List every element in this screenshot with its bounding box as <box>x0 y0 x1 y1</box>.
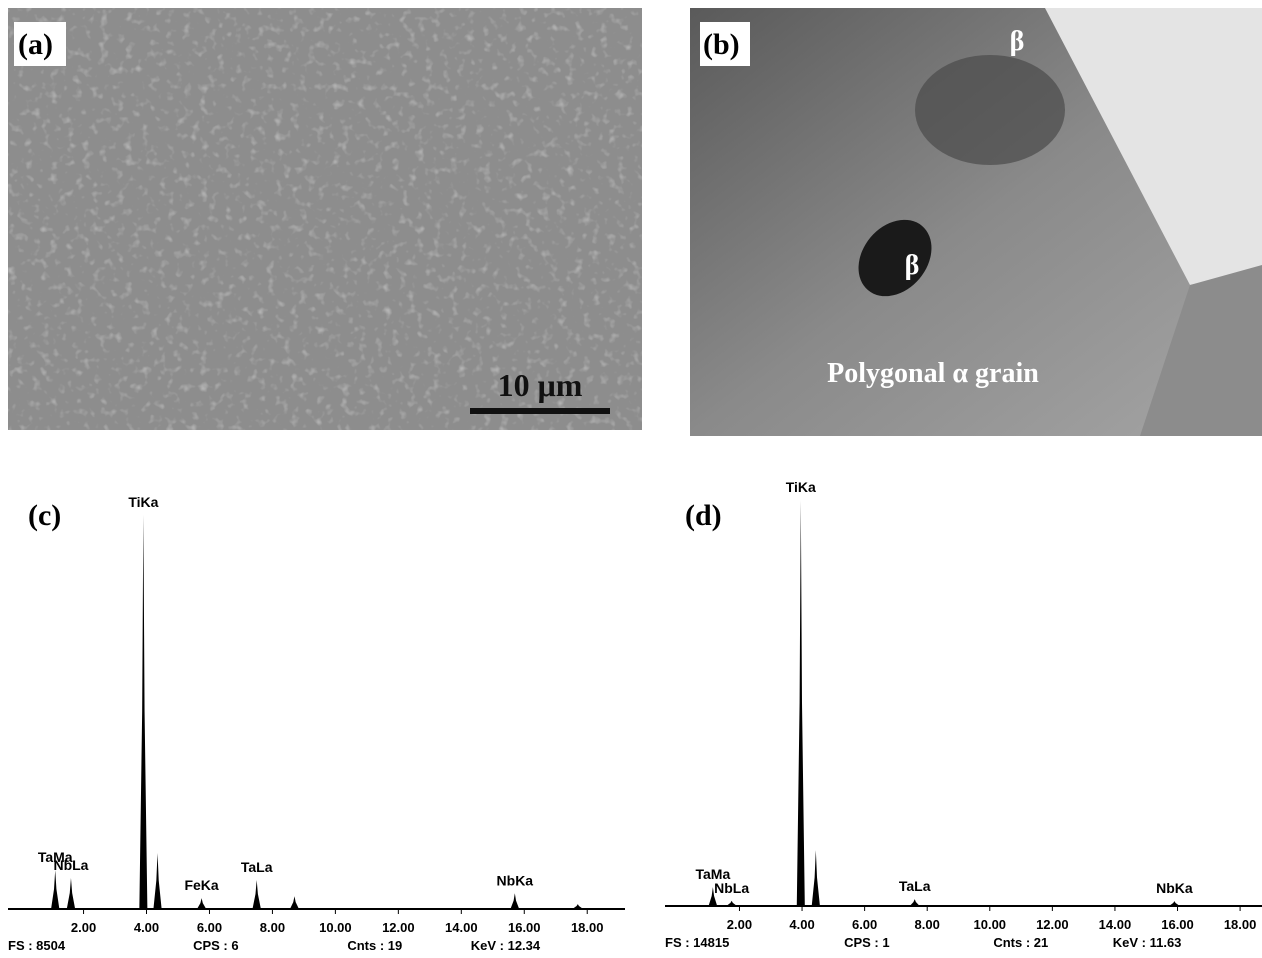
peak-label: NbLa <box>53 857 88 873</box>
x-tick-label: 16.00 <box>508 920 541 935</box>
peak <box>511 893 519 908</box>
x-tick-label: 10.00 <box>974 917 1007 932</box>
x-tick-label: 14.00 <box>445 920 478 935</box>
x-tick-label: 18.00 <box>571 920 604 935</box>
peak-label: NbKa <box>497 872 534 888</box>
x-tick-label: 2.00 <box>71 920 96 935</box>
x-tick-label: 6.00 <box>852 917 877 932</box>
peak-label: NbLa <box>714 880 749 896</box>
panel-label: (d) <box>685 499 722 532</box>
peak <box>139 515 147 908</box>
peak <box>728 901 736 905</box>
x-tick-label: 8.00 <box>260 920 285 935</box>
peak <box>797 500 805 905</box>
x-tick-label: 18.00 <box>1224 917 1257 932</box>
footer-text: KeV : 11.63 <box>1113 935 1182 950</box>
peak-label: TiKa <box>786 479 816 495</box>
footer-text: CPS : 6 <box>193 938 239 953</box>
peak-label: TaLa <box>899 878 931 894</box>
peak-label: TaLa <box>241 859 273 875</box>
peak <box>574 904 582 908</box>
micrograph-a: (a) 10 μm <box>8 8 642 430</box>
footer-text: FS : 8504 <box>8 938 66 953</box>
x-tick-label: 12.00 <box>382 920 415 935</box>
peak <box>911 899 919 905</box>
peak <box>812 850 820 905</box>
scale-bar-label: 10 μm <box>498 367 583 403</box>
panel-label: (b) <box>703 28 740 61</box>
x-tick-label: 4.00 <box>134 920 159 935</box>
x-tick-label: 8.00 <box>915 917 940 932</box>
peak <box>198 898 206 908</box>
footer-text: Cnts : 19 <box>347 938 402 953</box>
footer-text: Cnts : 21 <box>993 935 1048 950</box>
x-tick-label: 6.00 <box>197 920 222 935</box>
footer-text: FS : 14815 <box>665 935 729 950</box>
panel-label: (a) <box>18 28 53 61</box>
peak-label: FeKa <box>184 877 218 893</box>
peak <box>67 878 75 908</box>
panel-label: (c) <box>28 499 61 532</box>
footer-text: CPS : 1 <box>844 935 890 950</box>
peak <box>290 896 298 908</box>
peak-label: TiKa <box>128 494 158 510</box>
x-tick-label: 4.00 <box>789 917 814 932</box>
peak <box>253 880 261 908</box>
x-tick-label: 10.00 <box>319 920 352 935</box>
footer-text: KeV : 12.34 <box>471 938 541 953</box>
annotation: Polygonal α grain <box>827 358 1039 389</box>
x-tick-label: 2.00 <box>727 917 752 932</box>
x-tick-label: 16.00 <box>1161 917 1194 932</box>
x-tick-label: 12.00 <box>1036 917 1069 932</box>
annotation: β <box>905 250 920 281</box>
x-tick-label: 14.00 <box>1099 917 1132 932</box>
peak <box>154 853 162 908</box>
annotation: β <box>1010 26 1025 57</box>
figure: (a) 10 μm (b) β β Polygonal α grain (c) 2… <box>0 0 1262 958</box>
micrograph-b: (b) β β Polygonal α grain <box>690 8 1262 436</box>
peak-label: NbKa <box>1156 880 1193 896</box>
peak <box>51 870 59 908</box>
peak <box>1170 901 1178 905</box>
